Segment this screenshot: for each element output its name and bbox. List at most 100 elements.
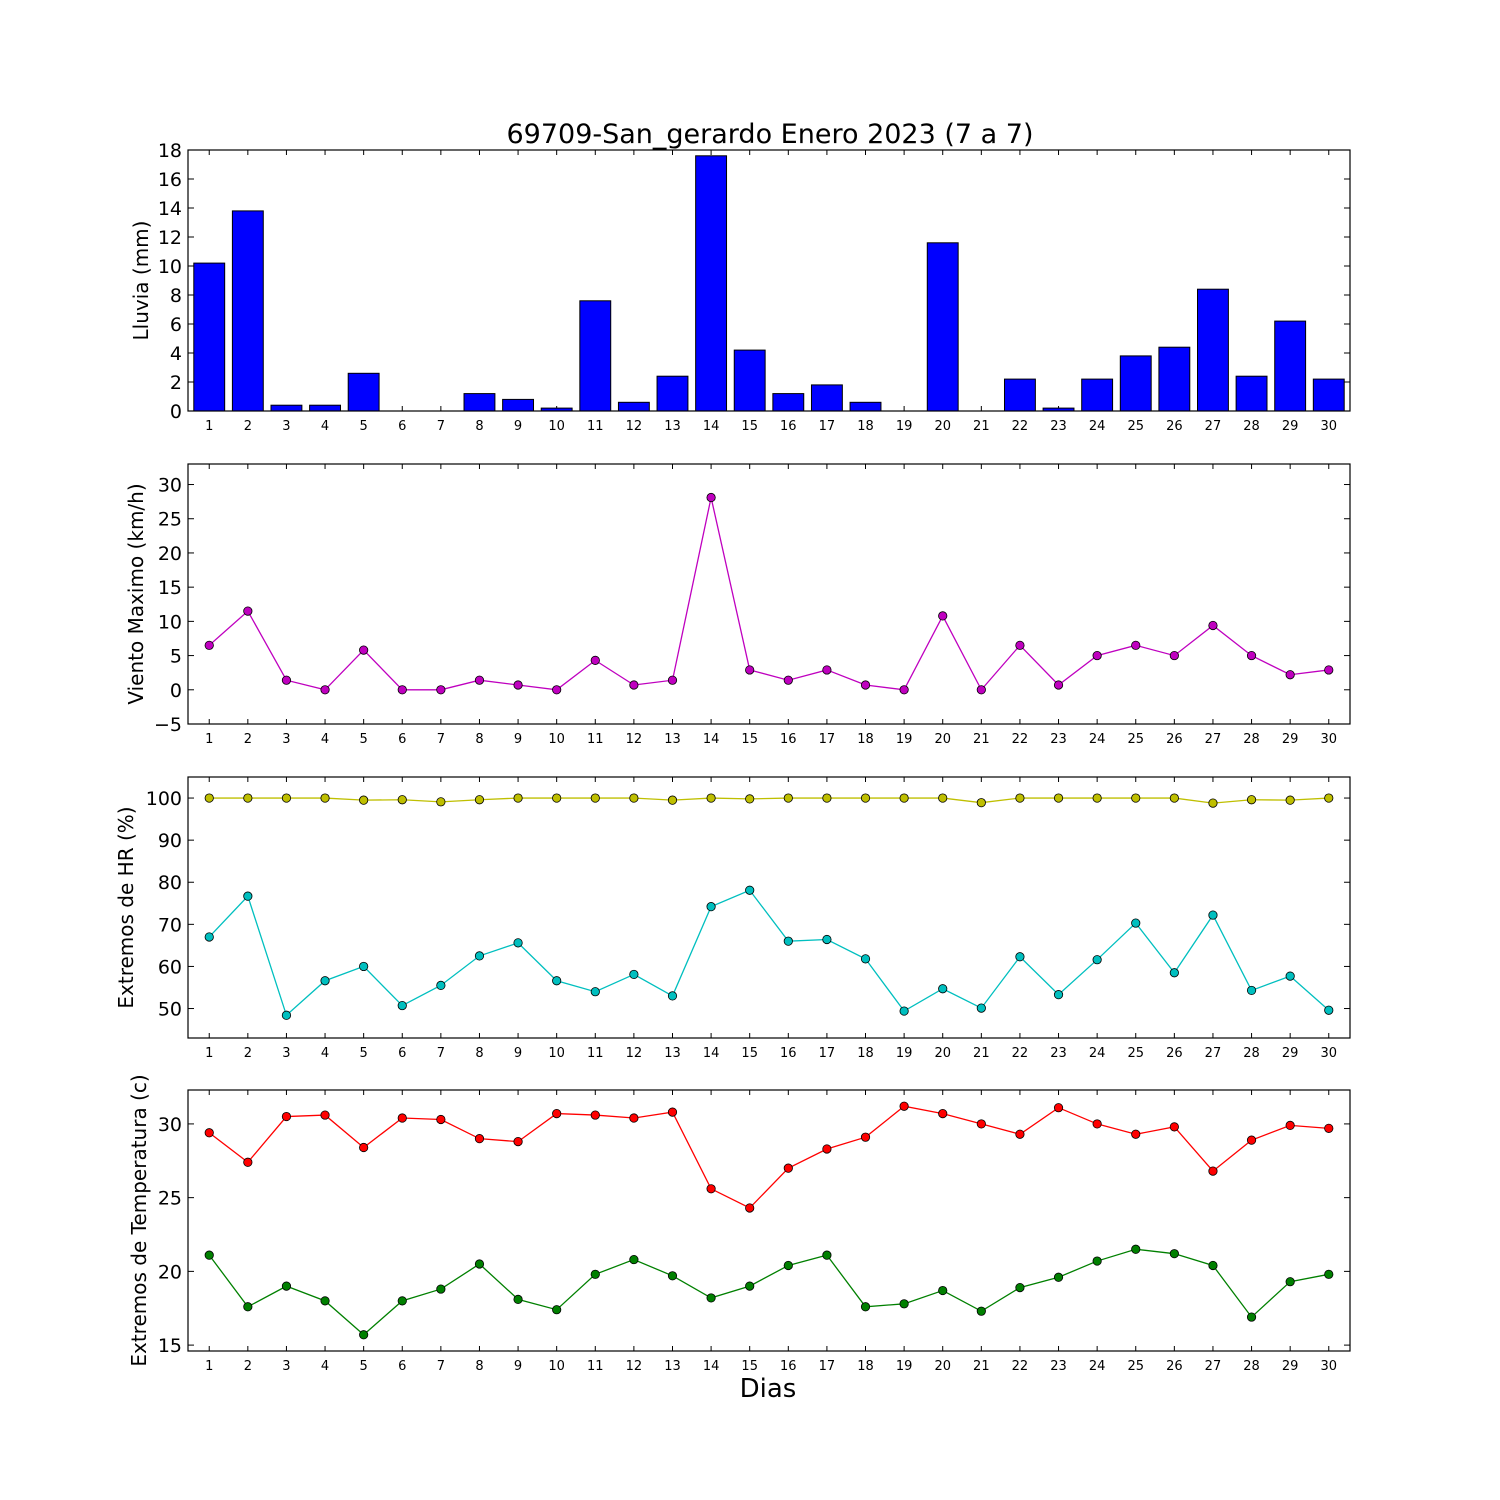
wind-series-point	[783, 675, 793, 685]
hr-max-series-point	[513, 793, 523, 803]
hr-max-series-point	[783, 793, 793, 803]
hr-min-series-point	[1092, 955, 1102, 965]
hr-min-series-point	[1131, 918, 1141, 928]
temp-min-series-point	[1285, 1277, 1295, 1287]
temp-max-series-point	[706, 1184, 716, 1194]
temp-min-series-point	[822, 1250, 832, 1260]
rain-ytick-label: 2	[170, 372, 182, 394]
wind-series-point	[706, 492, 716, 503]
rain-bar	[695, 155, 728, 412]
rain-xtick-label: 3	[282, 419, 290, 434]
hr-xtick-label: 24	[1089, 1046, 1106, 1061]
temp-min-series-point	[590, 1269, 600, 1279]
wind-xtick-label: 15	[741, 732, 758, 747]
wind-series-point	[1246, 650, 1257, 661]
wind-series-point	[320, 685, 330, 695]
wind-series-line	[208, 497, 1329, 691]
hr-min-series-point	[783, 936, 793, 946]
rain-xtick-label: 20	[934, 419, 951, 434]
rain-xtick-label: 1	[205, 419, 213, 434]
hr-xtick-label: 28	[1243, 1046, 1260, 1061]
rain-bar	[1081, 378, 1114, 412]
rain-bar	[617, 401, 650, 412]
temp-min-series-point	[1169, 1249, 1179, 1259]
temp-min-series-point	[359, 1330, 369, 1340]
rain-xtick-label: 30	[1320, 419, 1337, 434]
rain-xtick-label: 19	[896, 419, 913, 434]
temp-max-series-point	[552, 1108, 562, 1119]
hr-xtick-label: 13	[664, 1046, 681, 1061]
hr-min-series-point	[1053, 990, 1064, 1000]
hr-min-series-point	[359, 961, 369, 972]
hr-max-series-point	[436, 797, 446, 807]
hr-max-series-point	[1324, 793, 1334, 803]
wind-ytick-label: −5	[154, 714, 182, 736]
temp-max-series-point	[629, 1113, 639, 1123]
rain-bar	[270, 404, 303, 412]
temp-max-series-point	[1324, 1123, 1334, 1133]
wind-xtick-label: 13	[664, 732, 681, 747]
hr-xtick-label: 11	[587, 1046, 604, 1061]
hr-xtick-label: 12	[626, 1046, 643, 1061]
rain-ytick-label: 16	[158, 169, 182, 191]
hr-max-series-point	[706, 793, 716, 803]
temp-xtick-label: 16	[780, 1359, 797, 1374]
hr-xtick-label: 20	[934, 1046, 951, 1061]
hr-xtick-label: 8	[475, 1046, 483, 1061]
rain-bar	[1235, 375, 1268, 412]
temp-xtick-label: 30	[1320, 1359, 1337, 1374]
wind-series-point	[629, 680, 639, 690]
temp-y-axis-label: Extremos de Temperatura (c)	[127, 1074, 151, 1366]
temp-xtick-label: 22	[1012, 1359, 1029, 1374]
wind-series-point	[1324, 665, 1334, 675]
rain-xtick-label: 26	[1166, 419, 1183, 434]
hr-min-series-point	[1246, 985, 1257, 996]
hr-xtick-label: 9	[514, 1046, 522, 1061]
temp-max-series-point	[783, 1163, 793, 1173]
wind-xtick-label: 9	[514, 732, 522, 747]
temp-max-series-point	[1208, 1166, 1218, 1176]
hr-plot-frame	[187, 776, 1351, 1039]
wind-series-point	[474, 675, 485, 685]
hr-min-series-line	[208, 889, 1330, 1017]
hr-min-series-point	[281, 1010, 292, 1020]
temp-xtick-label: 1	[205, 1359, 213, 1374]
temp-max-series-point	[1169, 1122, 1179, 1132]
temp-min-series-point	[706, 1293, 716, 1303]
temp-max-series-point	[1285, 1120, 1295, 1130]
hr-max-series-point	[320, 793, 330, 803]
wind-xtick-label: 10	[548, 732, 565, 747]
temp-xtick-label: 25	[1127, 1359, 1144, 1374]
temp-xtick-label: 12	[626, 1359, 643, 1374]
temp-min-series-point	[783, 1260, 793, 1271]
wind-ytick-label: 15	[158, 577, 182, 599]
wind-xtick-label: 7	[437, 732, 445, 747]
rain-bar	[810, 384, 843, 412]
hr-min-series-point	[1324, 1005, 1334, 1015]
hr-xtick-label: 16	[780, 1046, 797, 1061]
temp-max-series-point	[281, 1111, 292, 1122]
wind-xtick-label: 6	[398, 732, 406, 747]
hr-max-series-point	[359, 795, 369, 805]
temp-min-series-point	[860, 1302, 871, 1312]
temp-max-series-point	[243, 1157, 253, 1167]
temp-max-series-point	[938, 1108, 948, 1119]
wind-xtick-label: 24	[1089, 732, 1106, 747]
hr-ytick-label: 80	[158, 872, 182, 894]
hr-max-series-point	[938, 793, 948, 803]
hr-xtick-label: 15	[741, 1046, 758, 1061]
wind-series-point	[860, 680, 871, 690]
hr-max-series-point	[397, 795, 407, 805]
rain-ytick-label: 4	[170, 343, 182, 365]
hr-ytick-label: 100	[146, 788, 182, 810]
rain-ytick-label: 8	[170, 285, 182, 307]
temp-max-series-point	[1053, 1103, 1064, 1113]
temp-max-series-point	[1131, 1129, 1141, 1139]
hr-min-series-point	[1169, 968, 1179, 978]
wind-series-point	[1092, 650, 1102, 661]
rain-xtick-label: 21	[973, 419, 990, 434]
temp-max-series-point	[822, 1144, 832, 1154]
